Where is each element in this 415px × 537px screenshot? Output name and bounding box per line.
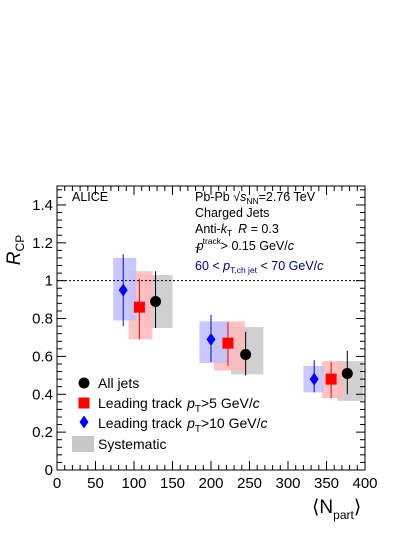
- point-leading-track-5-1: [222, 337, 234, 349]
- y-tick-label-1: 1: [45, 273, 53, 290]
- legend: All jets Leading track pT>5 GeV/c Leading…: [72, 375, 268, 452]
- y-axis-title: RCP: [4, 235, 27, 265]
- point-all-jets-1: [240, 349, 252, 361]
- point-leading-track-5-0: [133, 301, 145, 313]
- x-tick-label-200: 200: [198, 475, 223, 492]
- legend-marker-all-jets: [78, 377, 90, 389]
- x-tick-label-300: 300: [275, 475, 300, 492]
- point-leading-track-10-0: [118, 283, 128, 297]
- info-line-track-cut: ptrack T > 0.15 GeV/c: [195, 236, 295, 255]
- point-all-jets-0: [150, 295, 162, 307]
- x-tick-label-250: 250: [237, 475, 262, 492]
- legend-marker-systematic: [72, 436, 94, 452]
- point-leading-track-10-2: [309, 372, 319, 386]
- x-axis-title: ⟨Npart⟩: [312, 497, 361, 522]
- info-line-collision: Pb-Pb √sNN=2.76 TeV: [195, 190, 316, 206]
- legend-marker-leading-5: [78, 397, 90, 409]
- axis-ticks: [56, 186, 366, 471]
- point-leading-track-10-1: [206, 332, 216, 346]
- legend-label-all-jets: All jets: [98, 375, 139, 391]
- point-leading-track-5-2: [325, 373, 337, 385]
- y-tick-label-0.6: 0.6: [32, 348, 53, 365]
- x-tick-label-150: 150: [160, 475, 185, 492]
- x-tick-label-350: 350: [314, 475, 339, 492]
- legend-label-systematic: Systematic: [98, 436, 166, 452]
- point-all-jets-2: [341, 367, 353, 379]
- x-tick-label-0: 0: [53, 475, 61, 492]
- x-tick-label-400: 400: [352, 475, 377, 492]
- tick-labels: 0 50 100 150 200 250 300 350 400 0 0.2 0.4 0.6 0.8 1 1.…: [32, 197, 377, 492]
- data-markers: [118, 283, 353, 386]
- x-tick-label-50: 50: [87, 475, 104, 492]
- y-tick-label-0.2: 0.2: [32, 424, 53, 441]
- y-tick-label-1.2: 1.2: [32, 235, 53, 252]
- x-tick-label-100: 100: [121, 475, 146, 492]
- legend-label-leading-5: Leading track pT>5 GeV/c: [98, 395, 260, 415]
- legend-marker-leading-10: [79, 415, 89, 429]
- legend-label-leading-10: Leading track pT>10 GeV/c: [98, 415, 268, 435]
- info-line-algorithm: Anti-kT R = 0.3: [195, 222, 279, 238]
- y-tick-label-0.4: 0.4: [32, 386, 53, 403]
- experiment-label: ALICE: [72, 190, 108, 204]
- y-tick-label-1.4: 1.4: [32, 197, 53, 214]
- y-tick-label-0: 0: [45, 462, 53, 479]
- info-line-jet-pt: 60 < pT,ch jet < 70 GeV/c: [195, 259, 324, 275]
- y-tick-label-0.8: 0.8: [32, 311, 53, 328]
- info-line-jets: Charged Jets: [195, 206, 269, 220]
